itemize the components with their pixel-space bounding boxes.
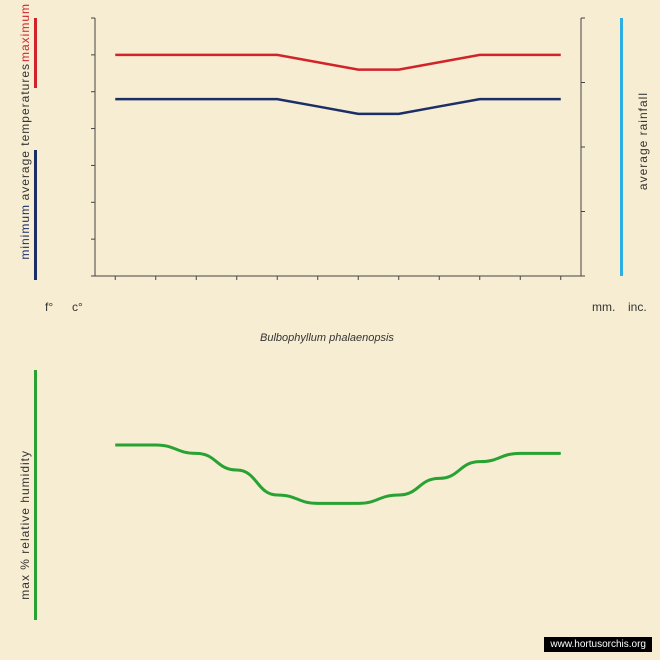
climate-chart: minimum average temperatures maximum ave… — [0, 0, 660, 660]
bottom-chart-svg — [0, 0, 660, 660]
footer-link: www.hortusorchis.org — [544, 637, 652, 652]
